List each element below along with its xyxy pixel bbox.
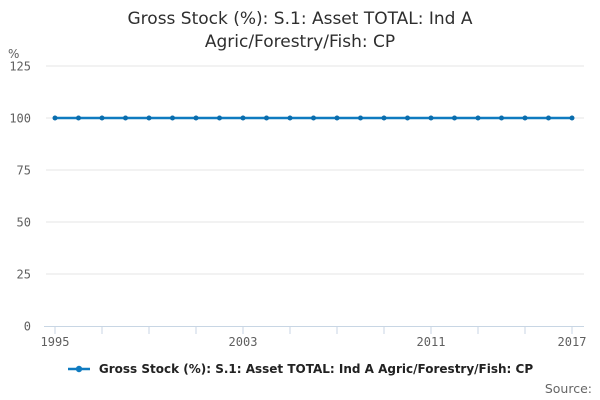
series-point-2007[interactable] <box>334 115 340 121</box>
y-axis-unit-label: % <box>8 47 20 61</box>
plot-area: 0 25 50 75 100 125 1995 2003 2011 2017 <box>9 60 587 350</box>
chart-title-line-1: Gross Stock (%): S.1: Asset TOTAL: Ind A <box>127 9 473 29</box>
series-point-2002[interactable] <box>217 115 222 121</box>
series-point-2005[interactable] <box>287 115 293 121</box>
y-tick-label-125: 125 <box>9 60 31 74</box>
series-point-1996[interactable] <box>76 115 81 121</box>
y-tick-label-75: 75 <box>17 164 31 178</box>
series-point-2004[interactable] <box>264 115 269 121</box>
series-point-2016[interactable] <box>546 115 551 121</box>
series-point-2006[interactable] <box>311 115 316 121</box>
x-tick-label-2011: 2011 <box>417 335 446 349</box>
x-tick-label-2017: 2017 <box>558 335 587 349</box>
legend[interactable]: Gross Stock (%): S.1: Asset TOTAL: Ind A… <box>0 362 600 376</box>
series-point-1997[interactable] <box>99 115 105 121</box>
legend-label: Gross Stock (%): S.1: Asset TOTAL: Ind A… <box>98 362 534 376</box>
series-point-2015[interactable] <box>522 115 528 121</box>
x-tick-label-2003: 2003 <box>229 335 258 349</box>
series-point-2011[interactable] <box>428 115 434 121</box>
series-point-2017[interactable] <box>569 115 575 121</box>
series-point-2001[interactable] <box>193 115 199 121</box>
series-point-2012[interactable] <box>452 115 457 121</box>
series-point-2010[interactable] <box>405 115 410 121</box>
series-point-1995[interactable] <box>52 115 58 121</box>
series-point-2009[interactable] <box>381 115 387 121</box>
series-point-1998[interactable] <box>123 115 128 121</box>
y-tick-label-25: 25 <box>17 268 31 282</box>
series-point-1999[interactable] <box>146 115 152 121</box>
series-point-2000[interactable] <box>170 115 175 121</box>
y-tick-label-0: 0 <box>24 320 31 334</box>
legend-dot-icon <box>75 365 83 373</box>
chart-title: Gross Stock (%): S.1: Asset TOTAL: Ind A… <box>0 8 600 54</box>
y-tick-label-50: 50 <box>17 216 31 230</box>
series-point-2008[interactable] <box>358 115 363 121</box>
chart-title-line-2: Agric/Forestry/Fish: CP <box>204 32 396 52</box>
source-label: Source: <box>544 381 592 396</box>
y-tick-label-100: 100 <box>9 112 31 126</box>
series-point-2003[interactable] <box>240 115 246 121</box>
x-tick-label-1995: 1995 <box>41 335 70 349</box>
legend-series-marker-icon <box>67 365 90 373</box>
series-point-2014[interactable] <box>499 115 504 121</box>
series-point-2013[interactable] <box>475 115 481 121</box>
